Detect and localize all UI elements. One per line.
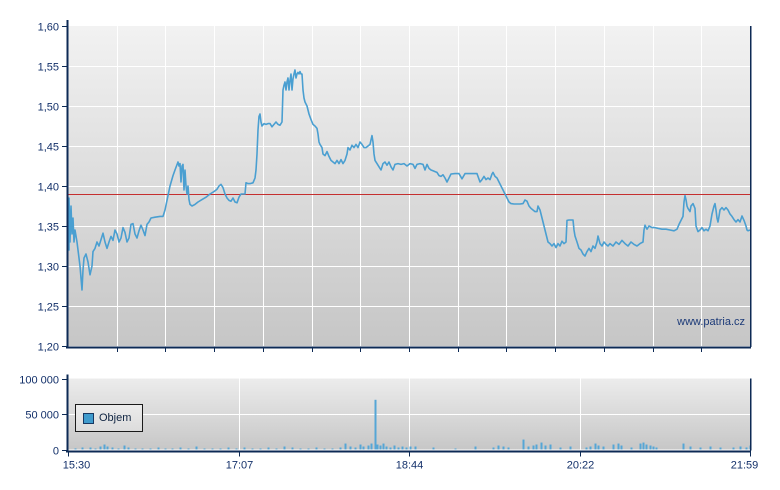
volume-y-tick-label: 50 000 [25, 410, 59, 422]
volume-legend-label: Objem [99, 412, 132, 424]
watermark-link[interactable]: www.patria.cz [677, 316, 745, 328]
price-y-tick-label: 1,45 [38, 142, 59, 154]
price-y-tick-label: 1,50 [38, 102, 59, 114]
volume-y-tick-label: 100 000 [19, 375, 59, 387]
time-axis-tick-label: 21:59 [731, 460, 759, 472]
price-y-tick-label: 1,25 [38, 302, 59, 314]
price-y-tick-label: 1,20 [38, 342, 59, 354]
price-y-tick-label: 1,55 [38, 62, 59, 74]
time-axis-tick-label: 18:44 [396, 460, 424, 472]
volume-legend: Objem [75, 404, 143, 432]
price-y-tick-label: 1,35 [38, 222, 59, 234]
price-line [67, 69, 751, 291]
volume-y-tick-label: 0 [53, 446, 59, 458]
time-axis-tick-label: 15:30 [63, 460, 91, 472]
price-y-tick-label: 1,40 [38, 182, 59, 194]
time-axis-tick-label: 17:07 [226, 460, 254, 472]
price-y-tick-label: 1,60 [38, 22, 59, 34]
price-y-tick-label: 1,30 [38, 262, 59, 274]
time-axis-tick-label: 20:22 [567, 460, 595, 472]
volume-series-swatch-icon [83, 412, 94, 424]
